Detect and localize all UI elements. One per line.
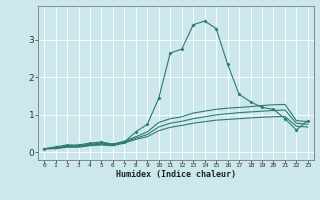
X-axis label: Humidex (Indice chaleur): Humidex (Indice chaleur) <box>116 170 236 179</box>
